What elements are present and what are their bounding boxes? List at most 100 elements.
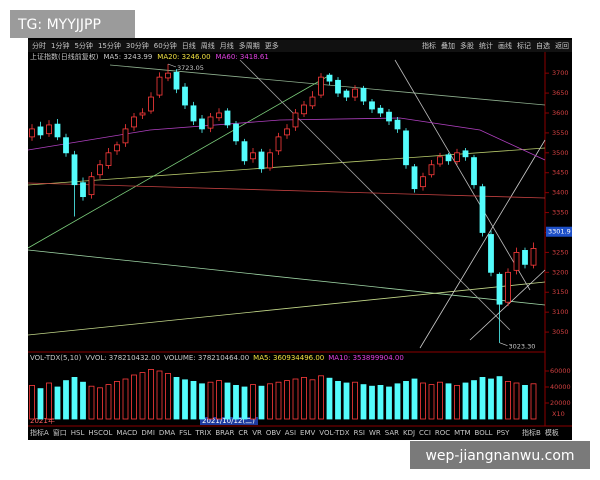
candle-body — [522, 250, 528, 265]
trendline — [239, 59, 511, 331]
indicator-tab[interactable]: DMI — [141, 429, 155, 437]
watermark: wep-jiangnanwu.com — [425, 448, 574, 464]
volume-bar — [241, 386, 248, 420]
candle-body — [411, 166, 418, 190]
period-tab[interactable]: 15分钟 — [98, 41, 121, 50]
indicator-tab[interactable]: VR — [252, 429, 262, 437]
indicator-tab[interactable]: CR — [238, 429, 248, 437]
low-note-line — [499, 342, 508, 346]
indicator-tab[interactable]: MTM — [454, 429, 470, 437]
indicator-tab[interactable]: FSL — [179, 429, 191, 437]
period-tab[interactable]: 60分钟 — [154, 41, 177, 50]
candle-body — [88, 176, 95, 196]
candle-body — [71, 154, 78, 186]
volume-bar — [224, 382, 231, 420]
indicator-tab[interactable]: MACD — [116, 429, 137, 437]
period-tab[interactable]: 周线 — [201, 41, 215, 50]
indicator-tab[interactable]: KDJ — [403, 429, 415, 437]
indicator-tab[interactable]: TRIX — [194, 429, 211, 437]
low-note: 3023.30 — [509, 343, 536, 351]
candle-body — [360, 87, 367, 102]
volume-bar — [394, 383, 401, 420]
candle-body — [496, 273, 503, 305]
indicator-tab[interactable]: ROC — [435, 429, 450, 437]
tool-tab[interactable]: 统计 — [479, 41, 493, 50]
period-tab[interactable]: 30分钟 — [126, 41, 149, 50]
indicator-tab[interactable]: BOLL — [475, 429, 493, 437]
volume-bar — [216, 380, 222, 420]
volume-bar — [207, 381, 214, 420]
candle-body — [105, 152, 112, 166]
volume-bar — [275, 381, 282, 420]
volume-info: MA10: 353899904.00 — [328, 354, 404, 362]
volume-bar — [29, 384, 35, 420]
volume-bar — [258, 385, 265, 420]
candle-body — [267, 152, 273, 169]
candle-body — [148, 96, 154, 112]
candle-body — [37, 126, 44, 136]
candle-body — [292, 112, 299, 128]
volume-bar — [318, 375, 324, 420]
indicator-tab[interactable]: 指标B — [522, 428, 541, 437]
indicator-tab[interactable]: HSL — [71, 429, 85, 437]
period-tab[interactable]: 更多 — [265, 41, 279, 50]
chart-window — [28, 38, 572, 440]
period-tab[interactable]: 5分钟 — [74, 41, 92, 50]
volume-bar — [173, 376, 180, 420]
candle-body — [216, 112, 222, 119]
period-tab[interactable]: 分时 — [32, 41, 46, 50]
y-tick-label: 3650 — [552, 89, 569, 97]
volume-bar — [403, 380, 409, 420]
tool-tab[interactable]: 画线 — [498, 41, 512, 50]
volume-bar — [488, 378, 494, 420]
tool-tab[interactable]: 自选 — [536, 41, 550, 50]
candle-body — [80, 182, 86, 198]
volume-bar — [284, 380, 290, 420]
y-tick-label: 3150 — [552, 288, 569, 296]
tool-tab[interactable]: 返回 — [555, 42, 569, 50]
volume-info: VOL-TDX(5,10) — [30, 354, 82, 362]
period-tab[interactable]: 月线 — [220, 41, 234, 50]
candle-body — [275, 136, 282, 152]
watermark: TG: MYYJJPP — [17, 17, 101, 33]
indicator-tab[interactable]: ASI — [285, 429, 296, 437]
tool-tab[interactable]: 叠加 — [441, 41, 455, 50]
candle-body — [173, 71, 180, 90]
high-note: 3723.05 — [177, 64, 204, 72]
indicator-tab[interactable]: 指标A — [30, 428, 49, 437]
indicator-tab[interactable]: 窗口 — [53, 428, 67, 437]
indicator-tab[interactable]: BRAR — [215, 429, 234, 437]
period-tab[interactable]: 1分钟 — [51, 41, 69, 50]
tool-tab[interactable]: 多股 — [460, 41, 474, 50]
indicator-tab[interactable]: RSI — [354, 429, 365, 437]
candle-body — [207, 116, 214, 129]
volume-bar — [513, 382, 520, 420]
indicator-tab[interactable]: HSCOL — [88, 429, 112, 437]
indicator-tab[interactable]: VOL-TDX — [319, 429, 350, 437]
volume-bar — [88, 385, 95, 420]
indicator-tab[interactable]: WR — [369, 429, 381, 437]
indicator-tab[interactable]: EMV — [300, 429, 315, 437]
indicator-tab[interactable]: SAR — [385, 429, 399, 437]
info-text: MA5: 3243.99 — [103, 53, 152, 61]
tool-tab[interactable]: 标记 — [517, 41, 531, 50]
indicator-tab[interactable]: DMA — [159, 429, 175, 437]
marks: 分时 1分钟 5分钟 15分钟 30分钟 60分钟 日线 周线 月线 多周期 更多 指标 叠加 多股 统计画… — [29, 41, 572, 437]
candle-body — [190, 105, 197, 122]
indicator-tab[interactable]: OBV — [266, 429, 281, 437]
period-tab[interactable]: 日线 — [182, 41, 196, 50]
volume-bar — [369, 385, 375, 420]
candle-body — [445, 154, 452, 162]
y-tick-label: 3200 — [552, 268, 569, 276]
volume-bar — [122, 378, 129, 420]
candle-body — [437, 156, 443, 165]
indicator-tab[interactable]: 模板 — [545, 428, 559, 437]
trendline — [394, 59, 531, 291]
period-tab[interactable]: 多周期 — [239, 41, 260, 50]
indicator-tab[interactable]: CCI — [419, 429, 431, 437]
candle-body — [258, 151, 265, 170]
tool-tab[interactable]: 指标 — [422, 41, 436, 50]
volume-bar — [114, 380, 120, 420]
candle-body — [318, 76, 324, 96]
indicator-tab[interactable]: PSY — [497, 429, 511, 437]
